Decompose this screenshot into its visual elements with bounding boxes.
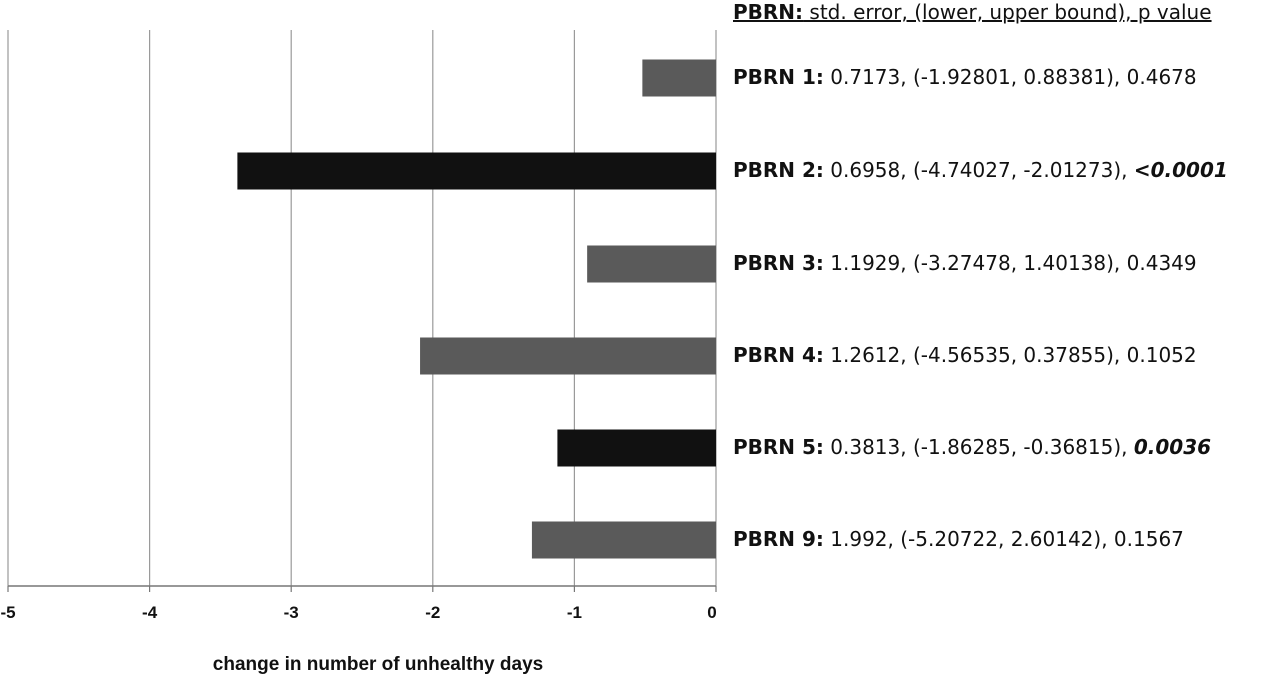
bars (237, 59, 716, 559)
legend-row-key: PBRN 3: (733, 251, 824, 275)
legend-row: PBRN 2: 0.6958, (-4.74027, -2.01273), <0… (733, 158, 1228, 182)
legend-header-text: std. error, (lower, upper bound), p valu… (803, 0, 1212, 24)
legend-header: PBRN: std. error, (lower, upper bound), … (733, 0, 1212, 24)
x-tick-labels: -5 -4 -3 -2 -1 0 (0, 586, 717, 622)
legend-row-pvalue: 0.4678 (1126, 65, 1197, 89)
x-tick-label: -1 (567, 603, 582, 622)
legend-row-stats: 1.992, (-5.20722, 2.60142), (823, 527, 1114, 551)
x-tick-label: -5 (0, 603, 15, 622)
legend-row-key: PBRN 9: (733, 527, 824, 551)
legend-row-pvalue: 0.0036 (1133, 435, 1212, 459)
legend-row-pvalue: 0.1052 (1126, 343, 1197, 367)
legend-row: PBRN 3: 1.1929, (-3.27478, 1.40138), 0.4… (733, 251, 1197, 275)
gridlines (7, 30, 717, 586)
legend-row-stats: 0.6958, (-4.74027, -2.01273), (823, 158, 1134, 182)
bar (237, 152, 716, 190)
bar (531, 521, 716, 559)
legend-row-pvalue: 0.4349 (1126, 251, 1197, 275)
bar (587, 245, 716, 283)
legend-row-stats: 0.7173, (-1.92801, 0.88381), (823, 65, 1127, 89)
legend-row-pvalue: <0.0001 (1133, 158, 1228, 182)
legend-row-key: PBRN 2: (733, 158, 824, 182)
x-tick-label: 0 (707, 603, 716, 622)
legend-row: PBRN 4: 1.2612, (-4.56535, 0.37855), 0.1… (733, 343, 1197, 367)
bar (557, 429, 716, 467)
x-tick-label: -4 (142, 603, 158, 622)
bar (642, 59, 716, 97)
legend-row: PBRN 5: 0.3813, (-1.86285, -0.36815), 0.… (733, 435, 1211, 459)
legend-row-key: PBRN 4: (733, 343, 824, 367)
x-axis-label: change in number of unhealthy days (213, 654, 543, 675)
legend-row-stats: 0.3813, (-1.86285, -0.36815), (823, 435, 1134, 459)
legend-row-stats: 1.1929, (-3.27478, 1.40138), (823, 251, 1127, 275)
legend-row-pvalue: 0.1567 (1113, 527, 1184, 551)
legend-row-key: PBRN 5: (733, 435, 824, 459)
legend-row: PBRN 9: 1.992, (-5.20722, 2.60142), 0.15… (733, 527, 1184, 551)
bar (420, 337, 716, 375)
legend-row-key: PBRN 1: (733, 65, 824, 89)
x-tick-label: -3 (284, 603, 299, 622)
legend-row: PBRN 1: 0.7173, (-1.92801, 0.88381), 0.4… (733, 65, 1197, 89)
legend-row-stats: 1.2612, (-4.56535, 0.37855), (823, 343, 1127, 367)
x-tick-label: -2 (425, 603, 440, 622)
legend-header-key: PBRN: (733, 0, 804, 24)
